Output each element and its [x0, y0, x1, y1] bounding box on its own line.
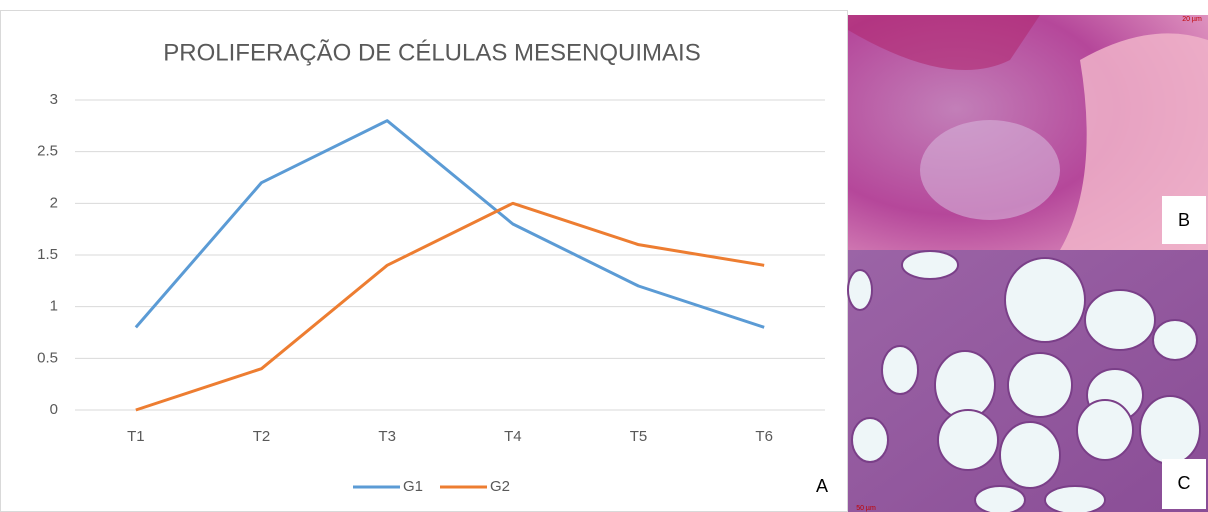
y-tick-label: 1 — [50, 298, 58, 315]
legend-label: G1 — [403, 478, 423, 495]
x-tick-label: T6 — [755, 428, 773, 445]
x-tick-label: T3 — [378, 428, 396, 445]
tissue — [920, 120, 1060, 220]
panel-label: C — [1178, 473, 1191, 493]
y-tick-label: 1.5 — [37, 246, 58, 263]
y-tick-label: 2 — [50, 194, 58, 211]
panel-label: A — [816, 476, 828, 496]
panel-label: B — [1178, 210, 1190, 230]
micrograph-b: 20 µm B — [848, 15, 1208, 250]
scale-bar-label: 50 µm — [856, 505, 876, 512]
page: PROLIFERAÇÃO DE CÉLULAS MESENQUIMAIS 0 0.… — [0, 0, 1208, 512]
scale-bar-label: 20 µm — [1182, 16, 1202, 23]
micrograph-c: 50 µm C — [848, 250, 1208, 512]
figure: PROLIFERAÇÃO DE CÉLULAS MESENQUIMAIS 0 0.… — [0, 0, 1208, 512]
chart-title: PROLIFERAÇÃO DE CÉLULAS MESENQUIMAIS — [163, 39, 700, 66]
legend-label: G2 — [490, 478, 510, 495]
x-tick-label: T4 — [504, 428, 522, 445]
y-tick-label: 0.5 — [37, 349, 58, 366]
x-tick-label: T1 — [127, 428, 145, 445]
x-tick-label: T2 — [253, 428, 271, 445]
y-tick-label: 3 — [50, 91, 58, 108]
y-tick-label: 2.5 — [37, 143, 58, 160]
y-tick-label: 0 — [50, 401, 58, 418]
x-tick-label: T5 — [630, 428, 648, 445]
